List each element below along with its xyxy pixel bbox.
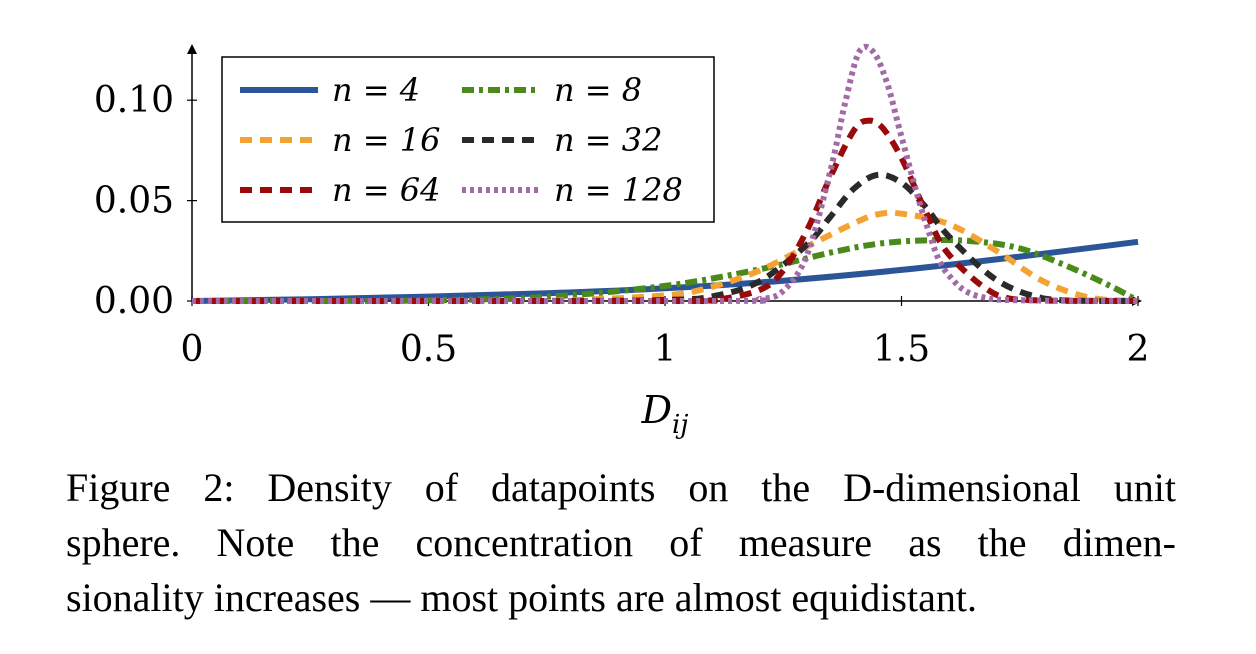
density-line-chart: 0 0.5 1 1.5 2 0.00 0.05 0.10 Dij n = 4 n = 8 n = 1… [94, 43, 1150, 440]
caption-line-2: sphere. Note the concentration of measur… [66, 520, 1176, 565]
y-tick-label: 0.05 [94, 181, 174, 222]
legend: n = 4 n = 8 n = 16 n = 32 n = 64 n = 128 [221, 56, 715, 223]
caption-line-3: sionality increases — most points are al… [66, 575, 977, 620]
caption-line-1: Figure 2: Density of datapoints on the D… [66, 465, 1176, 510]
x-tick-label: 1.5 [873, 329, 930, 370]
legend-label: n = 8 [554, 71, 642, 109]
series-line-n-32 [191, 171, 1138, 305]
y-tick-label: 0.00 [94, 281, 174, 322]
x-tick-label: 0.5 [400, 329, 457, 370]
axes: 0 0.5 1 1.5 2 0.00 0.05 0.10 Dij [94, 44, 1150, 440]
y-tick-label: 0.10 [94, 80, 174, 121]
x-tick-label: 0 [181, 329, 204, 370]
series-line-n-128 [191, 43, 1139, 305]
legend-label: n = 64 [332, 171, 440, 209]
legend-label: n = 128 [554, 171, 683, 209]
series-layer [191, 43, 1140, 305]
legend-label: n = 4 [332, 71, 420, 109]
x-tick-label: 1 [654, 329, 677, 370]
figure-caption: Figure 2: Density of datapoints on the D… [66, 460, 1176, 625]
x-axis-label: Dij [641, 388, 689, 440]
legend-label: n = 16 [332, 121, 440, 159]
legend-label: n = 32 [554, 121, 662, 159]
x-tick-label: 2 [1127, 329, 1150, 370]
y-axis-arrow [187, 44, 197, 54]
